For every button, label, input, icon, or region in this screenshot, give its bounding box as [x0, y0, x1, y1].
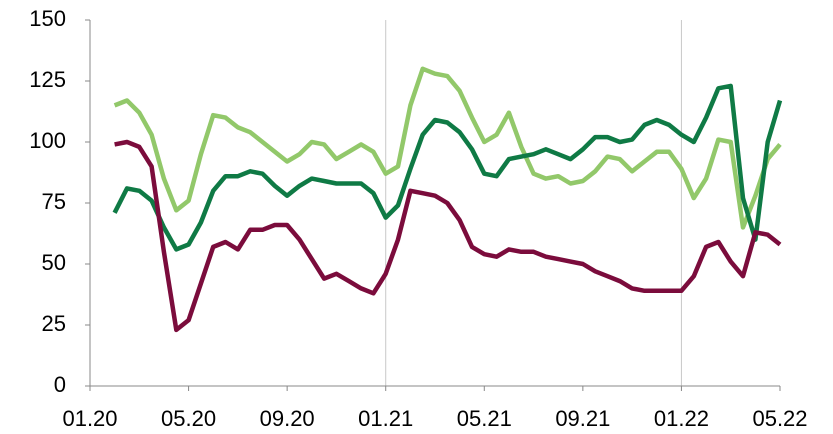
- y-tick-label: 75: [42, 189, 66, 214]
- y-tick-label: 50: [42, 250, 66, 275]
- x-tick-label: 01.20: [62, 406, 117, 431]
- series-line: [113, 66, 782, 230]
- x-tick-label: 05.21: [457, 406, 512, 431]
- series-line: [112, 83, 783, 252]
- series-line: [114, 139, 782, 333]
- y-tick-label: 25: [42, 311, 66, 336]
- x-tick-label: 09.20: [260, 406, 315, 431]
- y-tick-label: 100: [29, 128, 66, 153]
- x-tick-label: 01.21: [358, 406, 413, 431]
- x-tick-label: 01.22: [654, 406, 709, 431]
- y-tick-label: 0: [54, 372, 66, 397]
- x-tick-label: 05.20: [161, 406, 216, 431]
- x-tick-label: 05.22: [752, 406, 807, 431]
- x-tick-label: 09.21: [555, 406, 610, 431]
- y-tick-label: 125: [29, 67, 66, 92]
- y-tick-label: 150: [29, 6, 66, 31]
